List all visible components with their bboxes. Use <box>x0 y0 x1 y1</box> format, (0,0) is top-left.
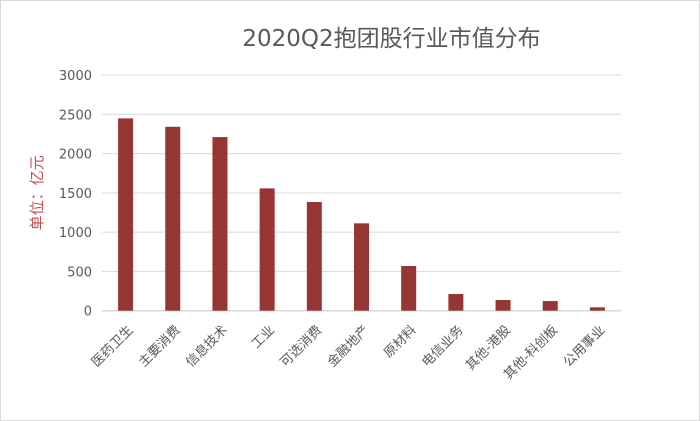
y-tick-label: 500 <box>67 265 92 280</box>
y-axis-label: 单位：亿元 <box>28 155 46 230</box>
bar <box>354 223 369 311</box>
bar <box>118 118 134 311</box>
x-tick-label: 可选消费 <box>278 323 325 370</box>
x-tick-label: 电信业务 <box>419 322 467 370</box>
x-tick-label: 信息技术 <box>183 322 231 370</box>
y-tick-label: 0 <box>84 305 92 320</box>
y-tick-label: 2000 <box>59 148 92 163</box>
bar <box>401 265 417 311</box>
y-tick-label: 3000 <box>59 69 92 84</box>
bar <box>212 137 228 311</box>
bar <box>306 202 322 311</box>
y-tick-label: 1500 <box>59 187 92 202</box>
bar <box>165 126 181 311</box>
x-tick-label: 工业 <box>249 323 278 352</box>
x-tick-label: 公用事业 <box>561 323 608 370</box>
bar <box>589 307 605 311</box>
chart-title: 2020Q2抱团股行业市值分布 <box>242 26 540 52</box>
x-tick-label: 原材料 <box>381 323 419 361</box>
bar <box>495 300 511 311</box>
bar <box>448 294 464 311</box>
bar <box>259 188 275 311</box>
x-tick-label: 主要消费 <box>136 323 183 370</box>
x-tick-label: 医药卫生 <box>89 323 136 370</box>
bar <box>542 301 558 311</box>
y-tick-label: 1000 <box>59 226 92 241</box>
y-tick-label: 2500 <box>59 108 92 123</box>
x-tick-label: 金融地产 <box>324 322 372 370</box>
